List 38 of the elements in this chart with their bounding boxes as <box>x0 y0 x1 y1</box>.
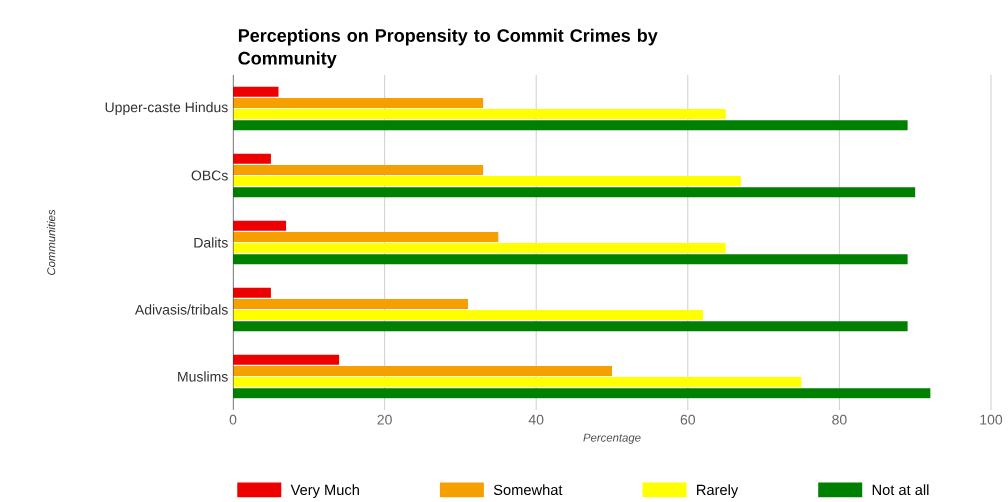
bar <box>233 120 908 131</box>
y-tick-label: Upper-caste Hindus <box>105 101 228 115</box>
bar <box>233 388 931 399</box>
bar <box>233 287 271 298</box>
bar <box>233 164 484 175</box>
legend-label: Very Much <box>290 484 359 498</box>
x-tick-label: 80 <box>832 414 847 425</box>
chart-title: Perceptions on Propensity to Commit Crimes by Community <box>238 28 658 69</box>
bar <box>233 354 340 365</box>
y-tick-label: Dalits <box>194 237 228 248</box>
bar <box>233 109 726 119</box>
bar <box>233 153 271 164</box>
bar <box>233 309 703 320</box>
bar <box>233 187 916 198</box>
bar <box>233 86 279 97</box>
x-tick-label: 40 <box>528 414 544 425</box>
x-tick-label: 0 <box>229 414 237 425</box>
y-tick-label: Adivasis/tribals <box>134 304 228 315</box>
bar <box>233 242 726 253</box>
bar <box>233 321 908 332</box>
legend-label: Somewhat <box>493 484 563 495</box>
y-axis-title: Communities <box>46 209 56 275</box>
bar <box>233 175 741 186</box>
y-tick-label: OBCs <box>191 170 228 181</box>
bar <box>233 220 287 231</box>
bar <box>233 376 802 387</box>
x-tick-label: 60 <box>680 414 696 425</box>
legend-label: Not at all <box>872 484 929 495</box>
bar <box>233 365 612 376</box>
legend-label: Rarely <box>697 484 739 498</box>
y-tick-label: Muslims <box>178 371 228 382</box>
x-tick-label: 100 <box>980 414 1003 425</box>
bar <box>233 97 484 108</box>
x-axis-title: Percentage <box>583 433 641 444</box>
bar <box>233 254 908 265</box>
x-tick-label: 20 <box>377 414 392 425</box>
bar <box>233 298 468 309</box>
bar <box>233 231 499 242</box>
